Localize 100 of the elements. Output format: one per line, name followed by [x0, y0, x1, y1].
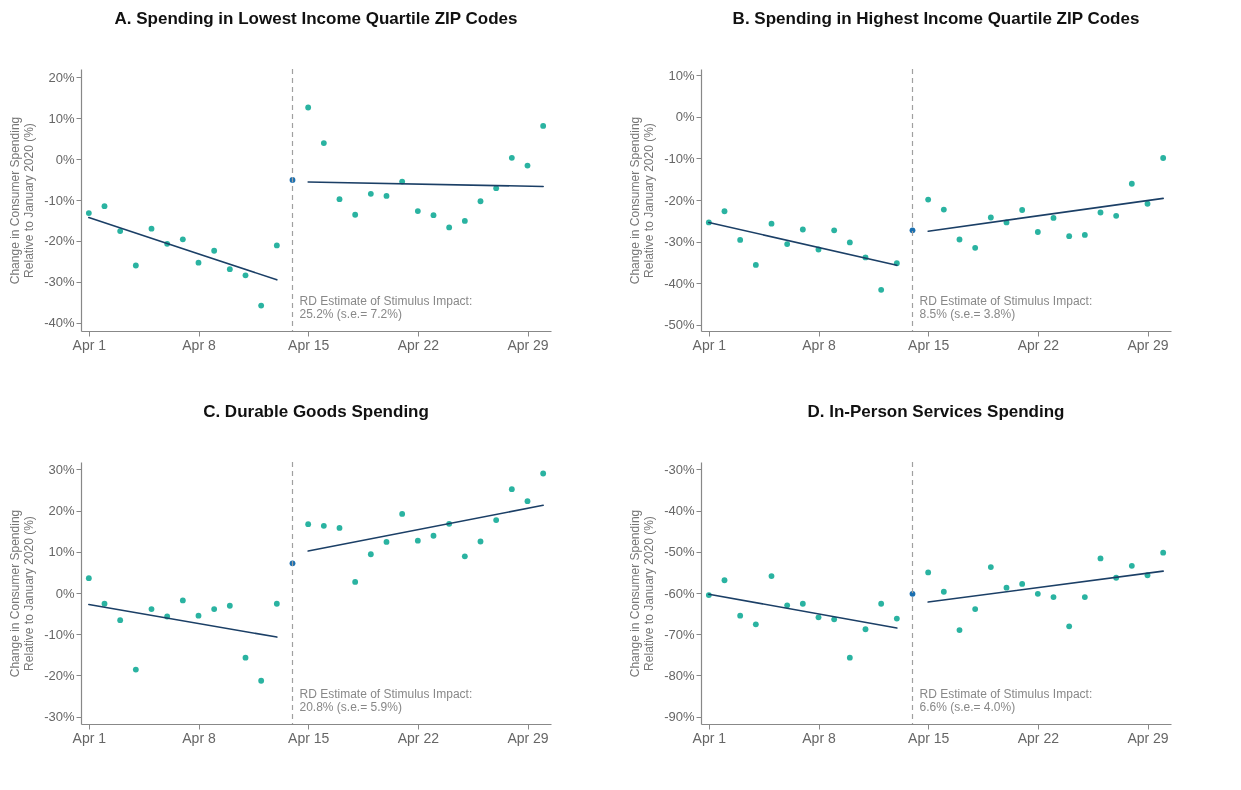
x-tick-label: Apr 15 — [908, 729, 950, 746]
point — [430, 532, 437, 539]
y-tick-label: -30% — [664, 234, 695, 250]
point — [846, 239, 853, 246]
point — [1144, 200, 1151, 207]
point — [540, 122, 547, 129]
point — [336, 525, 343, 531]
point — [1050, 594, 1057, 601]
point — [195, 612, 202, 619]
point — [1113, 212, 1120, 219]
point — [226, 602, 233, 609]
point — [925, 569, 932, 576]
point — [101, 600, 108, 607]
annotation: 20.8% (s.e.= 5.9%) — [299, 700, 402, 714]
annotation: RD Estimate of Stimulus Impact: — [299, 687, 473, 701]
y-tick-label: 10% — [48, 544, 75, 560]
y-tick-label: 20% — [48, 503, 75, 519]
point — [831, 227, 838, 234]
y-tick-label: 0% — [55, 151, 75, 167]
point — [461, 553, 468, 560]
point — [956, 627, 963, 633]
point — [320, 522, 327, 529]
annotation: 25.2% (s.e.= 7.2%) — [299, 307, 402, 321]
point — [721, 577, 728, 584]
x-tick-label: Apr 1 — [692, 729, 727, 746]
y-tick-label: 0% — [55, 585, 75, 601]
y-tick-label: 10% — [48, 110, 75, 126]
point — [1128, 562, 1135, 569]
point — [258, 302, 265, 309]
point — [1034, 229, 1041, 235]
x-tick-label: Apr 29 — [507, 336, 549, 353]
y-tick-label: -50% — [664, 544, 695, 560]
point — [972, 244, 979, 251]
point — [737, 612, 744, 619]
point — [799, 226, 806, 233]
point — [1066, 623, 1073, 630]
chart-title: B. Spending in Highest Income Quartile ZIP Codes — [732, 9, 1140, 29]
point — [383, 539, 390, 545]
y-tick-label: -10% — [44, 626, 75, 642]
point — [493, 517, 500, 523]
y-tick-label: -40% — [664, 503, 695, 519]
x-tick-label: Apr 29 — [1127, 336, 1169, 353]
point — [940, 588, 947, 595]
chart-title: A. Spending in Lowest Income Quartile ZIP Codes — [114, 9, 518, 29]
point — [195, 259, 202, 266]
point — [383, 193, 390, 199]
point — [148, 606, 155, 612]
point — [524, 162, 531, 169]
point — [1160, 155, 1167, 161]
point — [320, 140, 327, 147]
point — [399, 511, 406, 517]
point — [768, 573, 775, 580]
x-tick-label: Apr 22 — [397, 729, 440, 746]
point — [815, 614, 822, 621]
point — [752, 261, 759, 268]
y-axis-title: Change in Consumer Spending Relative to January 2020 (%) — [8, 509, 37, 678]
annotation: 6.6% (s.e.= 4.0%) — [919, 700, 1016, 714]
point — [940, 206, 947, 213]
point — [862, 626, 869, 633]
point — [101, 203, 108, 210]
point — [273, 600, 280, 607]
point — [226, 266, 233, 273]
point — [508, 486, 515, 493]
point — [987, 214, 994, 221]
chart-title: D. In-Person Services Spending — [807, 402, 1065, 422]
x-tick-label: Apr 22 — [397, 336, 440, 353]
x-tick-label: Apr 8 — [182, 336, 216, 353]
x-tick-label: Apr 15 — [288, 336, 330, 353]
point — [367, 551, 374, 558]
y-tick-label: -80% — [664, 667, 695, 683]
point — [508, 154, 515, 161]
point — [524, 498, 531, 505]
point — [414, 537, 421, 544]
point — [1019, 207, 1026, 213]
point — [305, 521, 312, 528]
y-tick-label: -10% — [44, 192, 75, 208]
point — [336, 196, 343, 203]
y-tick-label: -40% — [44, 315, 75, 331]
point — [1050, 214, 1057, 221]
y-tick-label: -20% — [44, 667, 75, 683]
point — [784, 241, 791, 247]
point — [179, 597, 186, 604]
x-tick-label: Apr 1 — [72, 729, 107, 746]
point — [242, 654, 249, 661]
point — [1019, 581, 1026, 587]
point — [737, 237, 744, 243]
y-tick-label: -30% — [44, 709, 75, 725]
y-tick-label: -10% — [664, 150, 695, 166]
x-tick-label: Apr 29 — [1127, 729, 1169, 746]
chart-title: C. Durable Goods Spending — [203, 402, 429, 422]
point — [477, 198, 484, 205]
y-tick-label: -90% — [664, 709, 695, 725]
point — [878, 600, 885, 607]
point — [85, 210, 92, 217]
point — [846, 654, 853, 661]
point — [878, 286, 885, 293]
x-tick-label: Apr 22 — [1017, 729, 1060, 746]
x-tick-label: Apr 8 — [802, 729, 836, 746]
annotation: RD Estimate of Stimulus Impact: — [919, 294, 1093, 308]
y-tick-label: -60% — [664, 585, 695, 601]
